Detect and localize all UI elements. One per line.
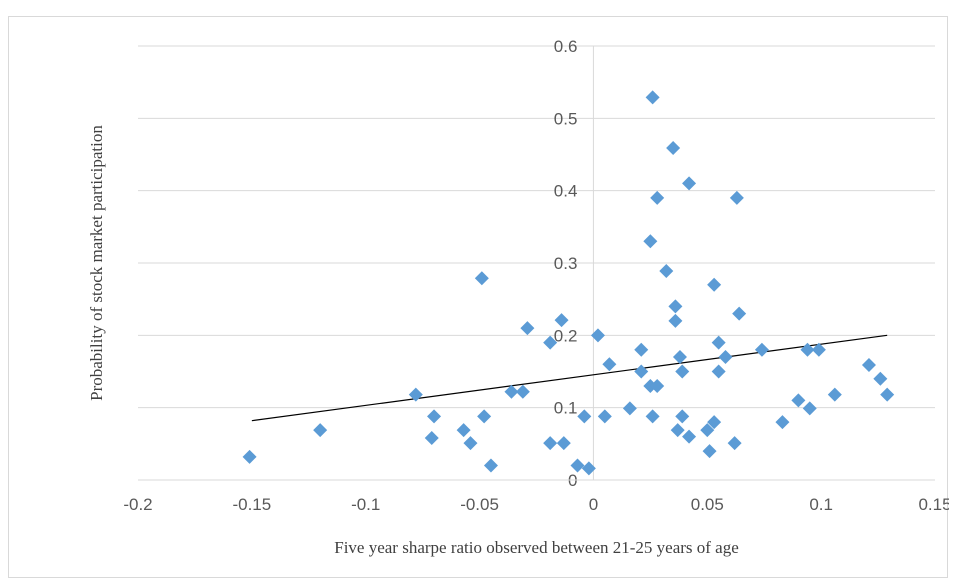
y-tick-label: 0.6 [554, 37, 578, 56]
data-point [643, 234, 658, 249]
data-point [702, 444, 717, 459]
gridlines [138, 45, 935, 409]
y-tick-labels: 00.10.20.30.40.50.6 [554, 37, 578, 490]
x-tick-label: -0.15 [232, 495, 271, 514]
data-point [718, 350, 733, 365]
x-tick-label: 0.15 [918, 495, 949, 514]
data-point [711, 364, 726, 379]
data-point [483, 458, 498, 473]
data-point [515, 384, 530, 399]
chart-frame: 0 0.1 0.2 0.3 0.4 0.5 0.6 -0.2 -0.15 -0.1 -0.05 0 0… [8, 16, 949, 578]
x-tick-label: -0.1 [351, 495, 380, 514]
data-point [775, 415, 790, 430]
data-point [590, 328, 605, 343]
data-point [827, 387, 842, 402]
data-point [668, 299, 683, 314]
data-point [861, 357, 876, 372]
data-point [800, 342, 815, 357]
trendline [251, 334, 888, 422]
data-point [408, 387, 423, 402]
data-point [729, 190, 744, 205]
data-point [668, 313, 683, 328]
data-point [682, 429, 697, 444]
x-tick-labels: -0.2 -0.15 -0.1 -0.05 0 0.05 0.1 0.15 [123, 495, 949, 514]
data-point [313, 423, 328, 438]
data-point [504, 384, 519, 399]
x-axis-title: Five year sharpe ratio observed between … [334, 538, 739, 557]
data-points [242, 90, 895, 476]
data-point [427, 409, 442, 424]
y-tick-label: 0.4 [554, 182, 578, 201]
data-point [650, 190, 665, 205]
data-point [577, 409, 592, 424]
data-point [682, 176, 697, 191]
data-point [645, 90, 660, 105]
data-point [791, 393, 806, 408]
y-tick-label: 0.3 [554, 254, 578, 273]
data-point [543, 335, 558, 350]
data-point [675, 409, 690, 424]
data-point [456, 423, 471, 438]
y-tick-label: 0.2 [554, 326, 578, 345]
data-point [602, 357, 617, 372]
x-tick-label: 0.1 [809, 495, 833, 514]
data-point [581, 461, 596, 476]
data-point [242, 449, 257, 464]
data-point [873, 371, 888, 386]
data-point [670, 423, 685, 438]
data-point [707, 415, 722, 430]
data-point [659, 263, 674, 278]
data-point [811, 342, 826, 357]
y-axis-title: Probability of stock market participatio… [87, 125, 106, 401]
data-point [700, 423, 715, 438]
data-point [675, 364, 690, 379]
data-point [711, 335, 726, 350]
y-tick-label: 0.1 [554, 399, 578, 418]
data-point [554, 313, 569, 328]
data-point [520, 321, 535, 336]
x-tick-label: 0.05 [691, 495, 724, 514]
data-point [477, 409, 492, 424]
data-point [634, 364, 649, 379]
data-point [672, 350, 687, 365]
data-point [880, 387, 895, 402]
data-point [754, 342, 769, 357]
data-point [634, 342, 649, 357]
data-point [463, 436, 478, 451]
x-tick-label: 0 [589, 495, 598, 514]
data-point [424, 431, 439, 446]
x-tick-label: -0.2 [123, 495, 152, 514]
data-point [474, 271, 489, 286]
data-point [543, 436, 558, 451]
data-point [645, 409, 660, 424]
data-point [570, 458, 585, 473]
data-point [732, 306, 747, 321]
data-point [622, 401, 637, 416]
data-point [666, 140, 681, 155]
data-point [727, 436, 742, 451]
scatter-chart: 0 0.1 0.2 0.3 0.4 0.5 0.6 -0.2 -0.15 -0.1 -0.05 0 0… [87, 37, 949, 557]
y-tick-label: 0.5 [554, 109, 578, 128]
data-point [556, 436, 571, 451]
x-tick-label: -0.05 [460, 495, 499, 514]
data-point [597, 409, 612, 424]
data-point [707, 277, 722, 292]
data-point [802, 401, 817, 416]
data-point [650, 378, 665, 393]
